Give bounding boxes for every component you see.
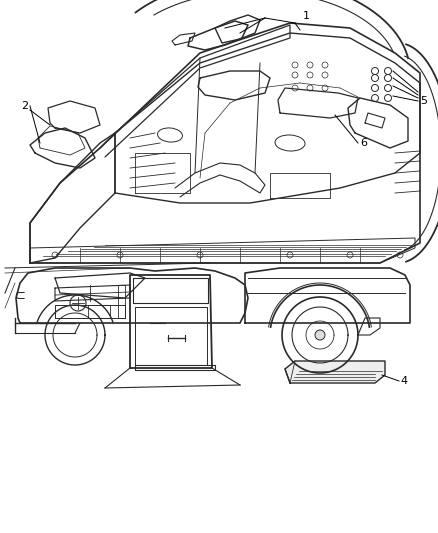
Text: 1: 1 (303, 11, 310, 21)
Circle shape (315, 330, 325, 340)
Text: ⊃: ⊃ (12, 286, 24, 300)
Text: 6: 6 (360, 138, 367, 148)
Text: 2: 2 (21, 101, 28, 111)
Polygon shape (285, 361, 385, 383)
Text: 4: 4 (400, 376, 407, 386)
Text: 5: 5 (420, 96, 427, 106)
